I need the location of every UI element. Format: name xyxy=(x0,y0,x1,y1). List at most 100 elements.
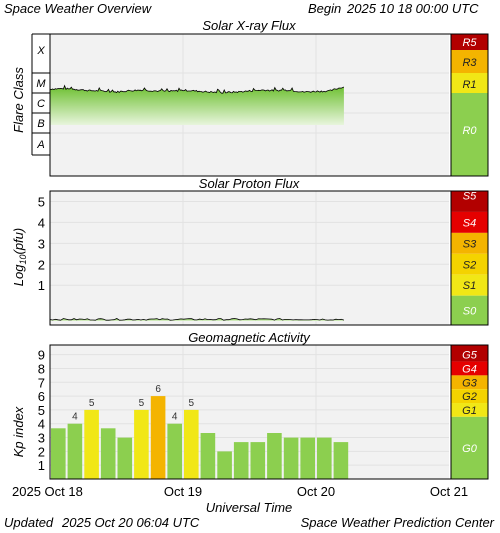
geo-ytick: 8 xyxy=(38,361,45,376)
xray-plot-lower xyxy=(50,155,449,176)
proton-scale-s1 xyxy=(451,274,488,296)
kp-bar-label: 5 xyxy=(89,398,95,409)
geo-scale-label-g5: G5 xyxy=(462,350,478,362)
proton-ylabel-base: 10 xyxy=(18,255,28,265)
xray-class-b: B xyxy=(37,118,44,130)
kp-bar xyxy=(267,433,282,479)
kp-bar xyxy=(100,428,116,479)
xray-scale-label-r0: R0 xyxy=(462,125,477,137)
proton-border xyxy=(49,190,489,326)
kp-bar xyxy=(283,437,299,479)
proton-scale-s3 xyxy=(451,232,488,254)
kp-bar-label: 5 xyxy=(139,398,145,409)
geo-scale-label-g0: G0 xyxy=(462,443,478,455)
xray-scale-r1 xyxy=(451,73,488,93)
kp-bar-label: 5 xyxy=(189,398,195,409)
x-axis: 2025 Oct 18 Oct 19 Oct 20 Oct 21 xyxy=(12,484,468,499)
geo-border xyxy=(49,344,489,480)
kp-bar xyxy=(167,423,182,479)
xray-class-a: A xyxy=(36,139,44,151)
kp-bar-label: 4 xyxy=(172,412,178,423)
geo-ytick: 6 xyxy=(38,389,45,404)
kp-bar xyxy=(250,442,266,479)
proton-ytick: 3 xyxy=(38,236,45,251)
geo-scale-g5 xyxy=(451,345,488,362)
geo-scale-label-g2: G2 xyxy=(462,391,477,403)
kp-bar xyxy=(67,423,83,479)
xray-flux-area xyxy=(50,85,344,125)
geo-ytick: 7 xyxy=(38,375,45,390)
geo-ytick: 4 xyxy=(38,417,45,432)
xray-scale-r5 xyxy=(451,34,488,50)
xray-class-x: X xyxy=(36,45,45,57)
page-title: Space Weather Overview xyxy=(4,1,153,16)
proton-ytick: 2 xyxy=(38,257,45,272)
xray-class-c: C xyxy=(37,98,45,110)
geomag-title: Geomagnetic Activity xyxy=(188,330,311,345)
geo-scale-label-g3: G3 xyxy=(462,377,478,389)
kp-bar xyxy=(84,409,99,479)
xray-class-m: M xyxy=(36,78,46,90)
begin-value: 2025 10 18 00:00 UTC xyxy=(346,1,479,16)
begin-label: Begin xyxy=(308,1,341,16)
kp-bar xyxy=(200,433,216,479)
proton-ytick: 5 xyxy=(38,194,45,209)
proton-ylabel: Log10(pfu) xyxy=(11,228,28,286)
xray-ylabel: Flare Class xyxy=(11,67,26,133)
proton-scale-label-s0: S0 xyxy=(463,305,477,317)
kp-bar xyxy=(300,437,315,479)
proton-scale-s4 xyxy=(451,211,488,233)
geo-ytick: 1 xyxy=(38,458,45,473)
geo-ytick: 9 xyxy=(38,348,45,363)
proton-panel: 1 2 3 4 5 S5 S4 S3 S2 S1 S0 xyxy=(38,190,489,326)
geomag-ylabel: Kp index xyxy=(11,406,26,457)
updated-value: 2025 Oct 20 06:04 UTC xyxy=(61,515,200,530)
xray-scale-label-r3: R3 xyxy=(462,57,477,69)
proton-scale-label-s5: S5 xyxy=(463,190,477,202)
geo-ytick: 5 xyxy=(38,403,45,418)
footer-source: Space Weather Prediction Center xyxy=(301,515,495,530)
proton-scale-label-s2: S2 xyxy=(463,259,476,271)
proton-flux-line xyxy=(49,318,345,321)
proton-ylabel-log: Log xyxy=(11,264,26,286)
geo-scale-g2 xyxy=(451,389,488,404)
kp-bar xyxy=(333,442,349,479)
geo-scale-label-g4: G4 xyxy=(462,363,477,375)
proton-ylabel-unit: (pfu) xyxy=(11,228,26,255)
x-tick-label: 2025 Oct 18 xyxy=(12,484,83,499)
kp-bar xyxy=(184,409,199,479)
geo-ytick: 3 xyxy=(38,431,45,446)
xray-scale-r3 xyxy=(451,50,488,73)
proton-title: Solar Proton Flux xyxy=(199,176,300,191)
kp-bar xyxy=(233,442,249,479)
xray-flux-line xyxy=(49,84,345,94)
xray-scale-label-r1: R1 xyxy=(462,79,476,91)
x-tick-label: Oct 20 xyxy=(297,484,335,499)
kp-bar xyxy=(217,451,232,479)
proton-plot-bg xyxy=(50,191,449,325)
proton-scale-s2 xyxy=(451,253,488,275)
proton-ytick: 4 xyxy=(38,215,45,230)
proton-scale-label-s1: S1 xyxy=(463,280,476,292)
xray-border xyxy=(49,33,489,177)
kp-bar xyxy=(134,409,149,479)
geo-scale-g4 xyxy=(451,361,488,376)
kp-bar xyxy=(51,428,66,479)
proton-scale-s5 xyxy=(451,191,488,212)
proton-ytick: 1 xyxy=(38,278,45,293)
proton-scale-label-s3: S3 xyxy=(463,238,477,250)
kp-bar xyxy=(150,396,166,479)
proton-scale-label-s4: S4 xyxy=(463,217,476,229)
proton-scale-s0 xyxy=(451,295,488,325)
xray-title: Solar X-ray Flux xyxy=(202,18,296,33)
xray-scale-r0 xyxy=(451,93,488,176)
x-tick-label: Oct 21 xyxy=(430,484,468,499)
geo-scale-g3 xyxy=(451,375,488,390)
x-axis-title: Universal Time xyxy=(206,500,293,515)
geo-scale-g0 xyxy=(451,416,488,479)
xray-scale-label-r5: R5 xyxy=(462,37,477,49)
geo-ytick: 2 xyxy=(38,444,45,459)
geo-plot-bg xyxy=(50,345,449,479)
kp-bar-label: 4 xyxy=(72,412,78,423)
